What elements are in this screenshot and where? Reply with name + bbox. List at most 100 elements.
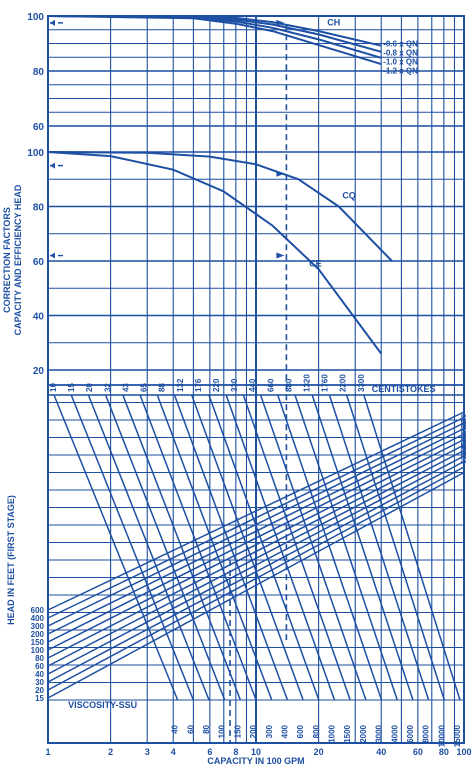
centistokes-label: CENTISTOKES — [372, 384, 436, 394]
head-right-tick-label: 100 — [461, 444, 468, 456]
ssu-tick-label: 400 — [280, 724, 289, 738]
x-tick-label: 80 — [439, 747, 449, 757]
ssu-tick-label: 6000 — [406, 724, 415, 742]
x-tick-label: 6 — [207, 747, 212, 757]
ssu-tick-label: 200 — [249, 724, 258, 738]
head-legend-label: -0.6 x QN — [383, 39, 418, 48]
arrow-head — [50, 252, 55, 259]
centistokes-tick-label: 20 — [85, 383, 94, 392]
centistokes-tick-label: 132 — [176, 378, 185, 392]
centistokes-tick-label: 65 — [140, 383, 149, 392]
head-line — [47, 455, 465, 675]
head-tick-label: 100 — [27, 12, 44, 23]
x-tick-label: 60 — [413, 747, 423, 757]
reading-arrow — [276, 170, 285, 177]
viscosity-ssu-label: VISCOSITY-SSU — [68, 700, 137, 710]
head-left-tick-label: 40 — [35, 670, 44, 679]
cq-curve-label: CQ — [342, 190, 356, 200]
efficiency-tick-label: 100 — [27, 148, 44, 159]
viscosity-line — [139, 394, 257, 701]
viscosity-line — [122, 394, 242, 701]
head-legend-label: -1.2 x QN — [383, 66, 418, 75]
ssu-tick-label: 600 — [296, 724, 305, 738]
ssu-tick-label: 3000 — [375, 724, 384, 742]
head-curve-label: CH — [327, 18, 340, 28]
head-left-tick-label: 300 — [31, 622, 45, 631]
x-tick-label: 40 — [376, 747, 386, 757]
centistokes-tick-label: 220 — [212, 378, 221, 392]
efficiency-tick-label: 20 — [33, 366, 45, 377]
head-line — [47, 449, 465, 667]
x-axis-label: CAPACITY IN 100 GPM — [207, 756, 304, 765]
ssu-tick-label: 8000 — [422, 724, 431, 742]
reading-arrow — [276, 252, 285, 259]
viscosity-line — [225, 394, 336, 701]
viscosity-line — [104, 394, 226, 701]
centistokes-tick-label: 1320 — [303, 374, 312, 392]
centistokes-tick-label: 2200 — [339, 374, 348, 392]
centistokes-tick-label: 880 — [284, 378, 293, 392]
efficiency-curve — [47, 151, 393, 262]
ce-curve-label: CE — [309, 258, 322, 268]
x-tick-label: 3 — [145, 747, 150, 757]
efficiency-curve — [47, 151, 383, 355]
viscosity-line — [363, 394, 461, 701]
ssu-tick-label: 10000 — [437, 724, 446, 747]
head-left-tick-label: 15 — [35, 694, 44, 703]
efficiency-tick-label: 40 — [33, 312, 45, 323]
centistokes-tick-label: 440 — [248, 378, 257, 392]
centistokes-tick-label: 3300 — [357, 374, 366, 392]
centistokes-tick-label: 88 — [158, 383, 167, 392]
head-legend-label: -1.0 x QN — [383, 57, 418, 66]
x-tick-label: 10 — [251, 747, 261, 757]
head-right-tick-label: 400 — [461, 420, 468, 432]
head-right-tick-label: 300 — [461, 426, 468, 438]
head-left-tick-label: 100 — [31, 646, 45, 655]
head-line — [47, 427, 465, 635]
x-tick-label: 1 — [45, 747, 50, 757]
ssu-tick-label: 800 — [312, 724, 321, 738]
ssu-tick-label: 4000 — [390, 724, 399, 742]
centistokes-tick-label: 1760 — [321, 374, 330, 392]
viscosity-line — [53, 394, 179, 701]
viscosity-line — [173, 394, 289, 701]
head-line — [47, 411, 465, 611]
centistokes-tick-label: 660 — [266, 378, 275, 392]
x-tick-label: 100 — [456, 747, 471, 757]
centistokes-tick-label: 15 — [67, 383, 76, 392]
ssu-tick-label: 150 — [233, 724, 242, 738]
head-curve — [47, 15, 382, 66]
x-tick-label: 20 — [314, 747, 324, 757]
left-axis-label: CAPACITY AND EFFICIENCY HEAD — [13, 184, 23, 335]
viscosity-line — [242, 394, 351, 701]
efficiency-tick-label: 80 — [33, 203, 45, 214]
arrow-head — [50, 19, 55, 26]
nomogram-y-label: HEAD IN FEET (FIRST STAGE) — [6, 495, 16, 625]
ssu-tick-label: 15000 — [453, 724, 462, 747]
head-line — [47, 460, 465, 683]
head-left-tick-label: 200 — [31, 630, 45, 639]
ssu-tick-label: 300 — [265, 724, 274, 738]
head-line — [47, 444, 465, 659]
head-right-tick-label: 600 — [461, 414, 468, 426]
head-right-tick-label: 80 — [461, 450, 468, 458]
viscosity-line — [277, 394, 383, 701]
head-left-tick-label: 30 — [35, 678, 44, 687]
head-left-tick-label: 60 — [35, 662, 44, 671]
ssu-tick-label: 1500 — [343, 724, 352, 742]
x-tick-label: 2 — [108, 747, 113, 757]
ssu-tick-label: 100 — [218, 724, 227, 738]
centistokes-tick-label: 330 — [230, 378, 239, 392]
head-line — [47, 416, 465, 619]
head-left-tick-label: 80 — [35, 654, 44, 663]
head-tick-label: 60 — [33, 122, 45, 133]
head-line — [47, 433, 465, 643]
head-tick-label: 80 — [33, 67, 45, 78]
head-left-tick-label: 150 — [31, 638, 45, 647]
ssu-tick-label: 80 — [202, 724, 211, 733]
x-tick-label: 4 — [171, 747, 176, 757]
viscosity-line — [345, 394, 446, 701]
viscosity-line — [294, 394, 398, 701]
